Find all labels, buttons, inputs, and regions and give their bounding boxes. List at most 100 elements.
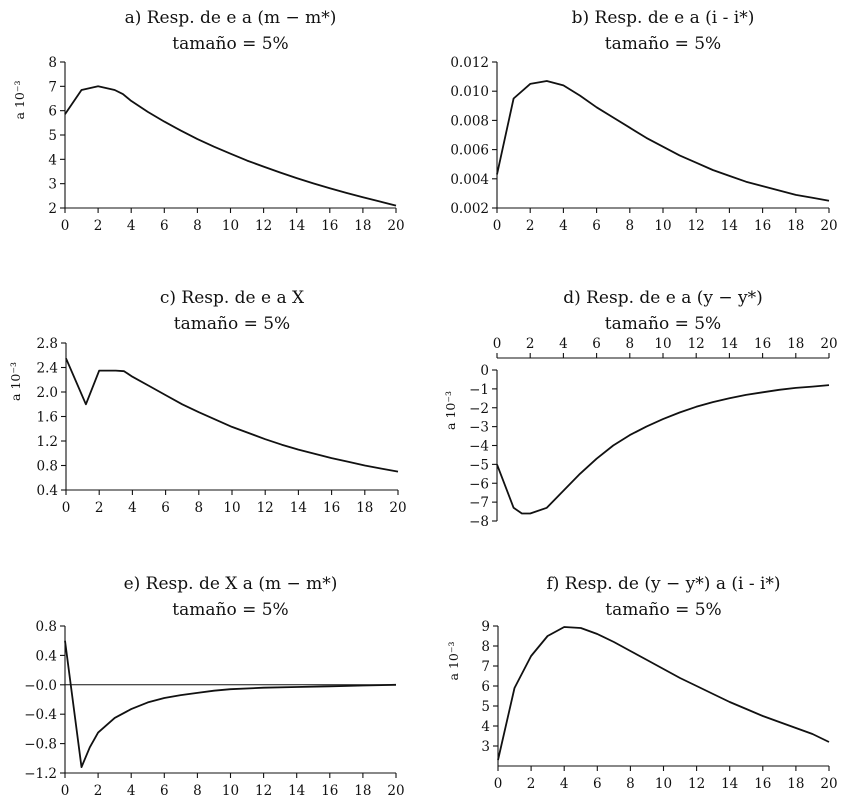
x-tick-label: 6: [161, 500, 170, 516]
panel-title: e) Resp. de X a (m − m*): [124, 574, 338, 594]
x-tick-label: 12: [688, 776, 705, 792]
x-tick-label: 14: [288, 783, 305, 799]
y-tick-label: 3: [481, 739, 490, 755]
y-tick-label: 2.0: [37, 385, 58, 401]
y-tick-label: 4: [481, 719, 490, 735]
y-tick-label: −5: [469, 457, 489, 473]
x-tick-label: 10: [654, 336, 671, 352]
y-scale-label: a 10⁻³: [12, 81, 27, 120]
y-scale-label: a 10⁻³: [446, 642, 461, 681]
y-tick-label: 0.012: [450, 55, 489, 71]
x-tick-label: 16: [321, 783, 338, 799]
panel-subtitle: tamaño = 5%: [605, 314, 721, 334]
y-tick-label: 0.4: [37, 483, 58, 499]
y-tick-label: −3: [469, 420, 489, 436]
panel-d: d) Resp. de e a (y − y*) tamaño = 5% −8 −7 −…: [443, 288, 838, 530]
y-tick-label: −1.2: [24, 766, 57, 782]
y-tick-label: 1.2: [37, 434, 58, 450]
x-tick-label: 8: [193, 218, 202, 234]
y-tick-label: 7: [48, 79, 57, 95]
y-tick-label: 2.8: [37, 336, 58, 352]
x-tick-label: 2: [95, 500, 104, 516]
x-tick-label: 10: [655, 776, 672, 792]
series-line: [64, 85, 397, 207]
y-tick-label: 0.8: [37, 459, 58, 475]
y-tick-label: −0.8: [24, 737, 57, 753]
x-tick-label: 18: [787, 218, 804, 234]
x-tick-label: 6: [160, 783, 169, 799]
x-tick-label: 0: [61, 783, 70, 799]
x-tick-label: 16: [754, 336, 771, 352]
x-tick-label: 20: [820, 336, 837, 352]
series-line: [496, 80, 830, 202]
y-tick-label: −7: [469, 495, 489, 511]
x-tick-label: 14: [288, 218, 305, 234]
x-tick-label: 16: [321, 218, 338, 234]
y-tick-label: −0.4: [24, 707, 57, 723]
x-tick-label: 0: [61, 218, 70, 234]
x-tick-label: 18: [354, 218, 371, 234]
x-tick-label: 16: [754, 218, 771, 234]
x-tick-label: 8: [626, 776, 635, 792]
x-tick-label: 2: [527, 776, 536, 792]
panel-a: a) Resp. de e a (m − m*) tamaño = 5% 2 3 4 5 6…: [12, 8, 405, 234]
y-tick-label: 6: [481, 679, 490, 695]
x-tick-label: 6: [592, 336, 601, 352]
y-tick-label: 0.8: [36, 619, 57, 635]
y-tick-label: 0.4: [36, 648, 57, 664]
x-tick-label: 8: [626, 218, 635, 234]
y-tick-label: 7: [481, 659, 490, 675]
x-tick-label: 10: [223, 500, 240, 516]
panel-b: b) Resp. de e a (i - i*) tamaño = 5% 0.002…: [450, 8, 837, 234]
x-tick-label: 12: [688, 336, 705, 352]
y-tick-label: 3: [48, 177, 57, 193]
panel-subtitle: tamaño = 5%: [605, 600, 721, 620]
x-tick-label: 2: [526, 336, 535, 352]
panel-f: f) Resp. de (y − y*) a (i - i*) tamaño = …: [446, 574, 838, 792]
x-tick-label: 12: [255, 783, 272, 799]
y-tick-label: −1: [469, 382, 489, 398]
x-tick-label: 14: [721, 336, 738, 352]
x-tick-label: 0: [493, 336, 502, 352]
y-tick-label: 0.010: [450, 84, 489, 100]
x-tick-label: 20: [820, 776, 837, 792]
y-tick-label: 5: [48, 128, 57, 144]
x-tick-label: 4: [559, 336, 568, 352]
x-tick-label: 18: [787, 336, 804, 352]
x-tick-label: 12: [688, 218, 705, 234]
x-tick-label: 0: [493, 218, 502, 234]
panel-subtitle: tamaño = 5%: [172, 34, 288, 54]
x-tick-label: 20: [387, 783, 404, 799]
y-tick-label: 4: [48, 152, 57, 168]
x-tick-label: 0: [62, 500, 71, 516]
y-tick-label: 0.006: [450, 143, 489, 159]
x-tick-label: 4: [128, 500, 137, 516]
y-tick-label: −0.0: [24, 678, 57, 694]
x-tick-label: 8: [195, 500, 204, 516]
panel-subtitle: tamaño = 5%: [174, 314, 290, 334]
y-tick-label: 5: [481, 699, 490, 715]
y-tick-label: 0.002: [450, 201, 489, 217]
y-tick-label: −8: [469, 514, 489, 530]
y-tick-label: 2: [48, 201, 57, 217]
y-tick-label: −2: [469, 401, 489, 417]
x-tick-label: 4: [559, 218, 568, 234]
x-tick-label: 2: [94, 218, 103, 234]
x-tick-label: 0: [494, 776, 503, 792]
x-tick-label: 16: [754, 776, 771, 792]
x-tick-label: 14: [721, 776, 738, 792]
x-tick-label: 6: [160, 218, 169, 234]
y-tick-label: 6: [48, 104, 57, 120]
x-tick-label: 18: [787, 776, 804, 792]
y-scale-label: a 10⁻³: [443, 391, 458, 430]
x-tick-label: 12: [257, 500, 274, 516]
x-tick-label: 20: [389, 500, 406, 516]
series-line: [497, 626, 830, 761]
panel-title: f) Resp. de (y − y*) a (i - i*): [546, 574, 780, 594]
y-tick-label: −6: [469, 476, 489, 492]
y-tick-label: 0.008: [450, 113, 489, 129]
x-tick-label: 6: [593, 776, 602, 792]
x-tick-label: 18: [356, 500, 373, 516]
panel-title: b) Resp. de e a (i - i*): [572, 8, 755, 28]
